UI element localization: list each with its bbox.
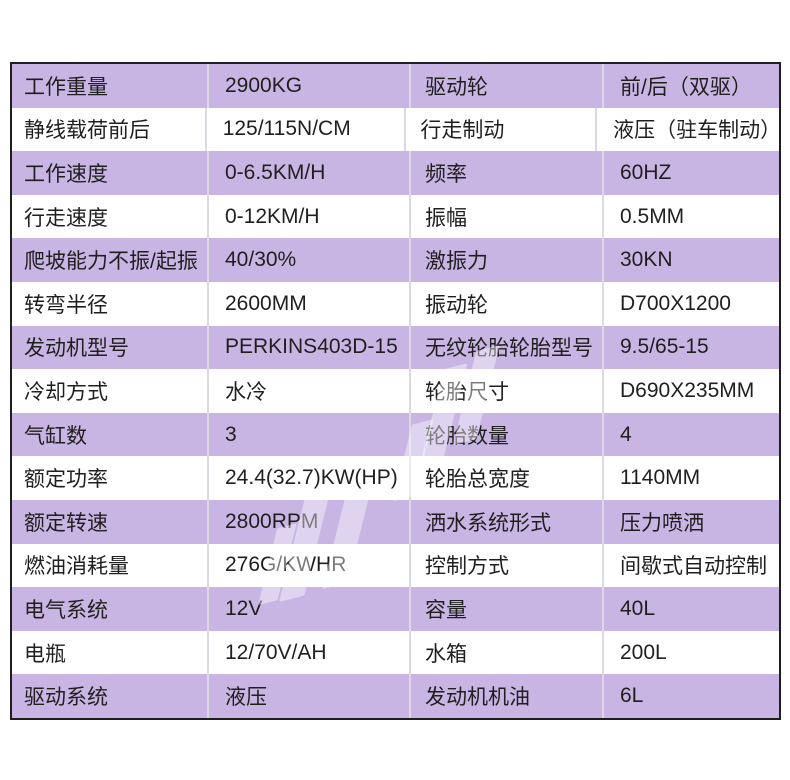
table-row: 冷却方式 水冷 轮胎尺寸 D690X235MM <box>12 369 779 413</box>
table-row: 燃油消耗量 276G/KWHR 控制方式 间歇式自动控制 <box>12 543 779 588</box>
spec-table: 工作重量 2900KG 驱动轮 前/后（双驱） 静线载荷前后 125/115N/… <box>10 62 781 720</box>
spec-label-cell: 转弯半径 <box>12 281 209 326</box>
spec-value-cell: 液压 <box>209 674 411 718</box>
spec-value-cell: 前/后（双驱） <box>620 75 752 99</box>
spec-label-cell: 额定功率 <box>12 456 209 500</box>
spec-value-cell: 30KN <box>620 248 673 272</box>
spec-value-cell: 12V <box>209 587 411 631</box>
spec-value-cell: 1140MM <box>620 466 701 490</box>
spec-label-cell: 电瓶 <box>12 630 209 675</box>
spec-label-cell: 轮胎总宽度 <box>411 456 604 500</box>
spec-label-cell: 控制方式 <box>411 543 604 588</box>
spec-label-cell: 振幅 <box>411 194 604 239</box>
spec-value-cell: 间歇式自动控制 <box>620 555 767 579</box>
spec-value-cell: 2900KG <box>209 64 411 108</box>
spec-value-cell: 水冷 <box>209 369 411 413</box>
table-row: 发动机型号 PERKINS403D-15 无纹轮胎轮胎型号 9.5/65-15 <box>12 325 779 370</box>
spec-label-cell: 频率 <box>411 151 604 195</box>
spec-label-cell: 气缸数 <box>12 412 209 457</box>
spec-label-cell: 爬坡能力不振/起振 <box>12 238 209 282</box>
spec-value-cell: 2800RPM <box>209 499 411 544</box>
spec-value-cell: PERKINS403D-15 <box>209 325 411 370</box>
spec-label-cell: 工作重量 <box>12 64 209 108</box>
table-row: 额定功率 24.4(32.7)KW(HP) 轮胎总宽度 1140MM <box>12 456 779 500</box>
spec-label-cell: 静线载荷前后 <box>12 107 207 152</box>
spec-label-cell: 冷却方式 <box>12 369 209 413</box>
spec-value-cell: 9.5/65-15 <box>620 335 709 359</box>
spec-label-cell: 发动机型号 <box>12 325 209 370</box>
spec-label-cell: 电气系统 <box>12 587 209 631</box>
spec-value-cell: 40/30% <box>209 238 411 282</box>
spec-value-cell: 40L <box>620 596 656 620</box>
spec-label-cell: 激振力 <box>411 238 604 282</box>
table-row: 工作速度 0-6.5KM/H 频率 60HZ <box>12 151 779 195</box>
table-row: 静线载荷前后 125/115N/CM 行走制动 液压（驻车制动） <box>12 107 779 152</box>
spec-label-cell: 洒水系统形式 <box>411 499 604 544</box>
spec-value-cell: 276G/KWHR <box>209 543 411 588</box>
spec-label-cell: 行走速度 <box>12 194 209 239</box>
spec-value-cell: 液压（驻车制动） <box>613 119 779 143</box>
spec-value-cell: D690X235MM <box>620 378 755 402</box>
spec-label-cell: 额定转速 <box>12 499 209 544</box>
spec-label-cell: 行走制动 <box>406 107 598 152</box>
table-row: 行走速度 0-12KM/H 振幅 0.5MM <box>12 194 779 239</box>
spec-value-cell: 12/70V/AH <box>209 630 411 675</box>
table-row: 转弯半径 2600MM 振动轮 D700X1200 <box>12 281 779 326</box>
spec-label-cell: 燃油消耗量 <box>12 543 209 588</box>
spec-label-cell: 容量 <box>411 587 604 631</box>
spec-value-cell: 200L <box>620 640 667 664</box>
spec-label-cell: 无纹轮胎轮胎型号 <box>411 325 604 370</box>
spec-label-cell: 驱动轮 <box>411 64 604 108</box>
table-row: 驱动系统 液压 发动机机油 6L <box>12 674 779 718</box>
spec-value-cell: 4 <box>620 422 632 446</box>
spec-value-cell: 6L <box>620 684 644 708</box>
table-row: 电瓶 12/70V/AH 水箱 200L <box>12 630 779 675</box>
spec-value-cell: 3 <box>209 412 411 457</box>
spec-value-cell: D700X1200 <box>620 291 731 315</box>
spec-value-cell: 压力喷洒 <box>620 511 704 535</box>
spec-value-cell: 125/115N/CM <box>207 107 407 152</box>
spec-value-cell: 24.4(32.7)KW(HP) <box>209 456 411 500</box>
spec-label-cell: 驱动系统 <box>12 674 209 718</box>
spec-label-cell: 发动机机油 <box>411 674 604 718</box>
spec-label-cell: 振动轮 <box>411 281 604 326</box>
spec-label-cell: 轮胎数量 <box>411 412 604 457</box>
table-row: 电气系统 12V 容量 40L <box>12 587 779 631</box>
spec-label-cell: 工作速度 <box>12 151 209 195</box>
spec-label-cell: 轮胎尺寸 <box>411 369 604 413</box>
spec-value-cell: 0-6.5KM/H <box>209 151 411 195</box>
table-row: 爬坡能力不振/起振 40/30% 激振力 30KN <box>12 238 779 282</box>
spec-label-cell: 水箱 <box>411 630 604 675</box>
table-row: 额定转速 2800RPM 洒水系统形式 压力喷洒 <box>12 499 779 544</box>
spec-value-cell: 60HZ <box>620 160 672 184</box>
spec-value-cell: 0-12KM/H <box>209 194 411 239</box>
table-row: 工作重量 2900KG 驱动轮 前/后（双驱） <box>12 64 779 108</box>
table-row: 气缸数 3 轮胎数量 4 <box>12 412 779 457</box>
spec-value-cell: 0.5MM <box>620 204 685 228</box>
spec-value-cell: 2600MM <box>209 281 411 326</box>
